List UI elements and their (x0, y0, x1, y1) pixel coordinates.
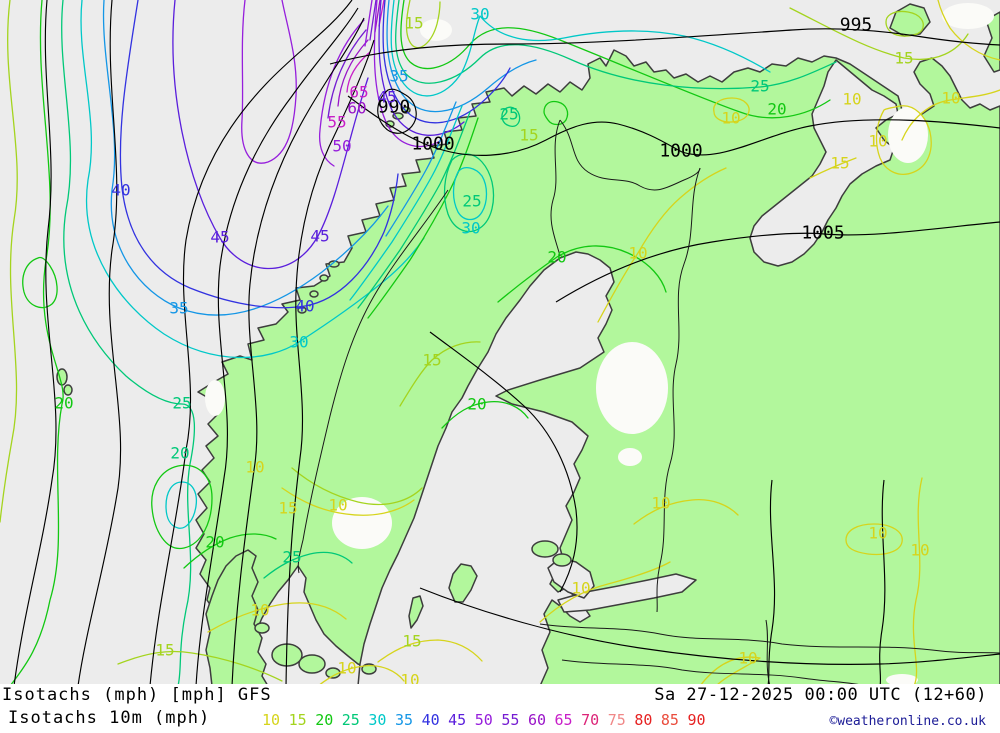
contour-label-35: 35 (169, 299, 188, 318)
map-timestamp: Sa 27-12-2025 00:00 UTC (12+60) (654, 685, 987, 705)
contour-label-10: 10 (250, 601, 269, 620)
map-subtitle: Isotachs 10m (mph) (8, 708, 211, 728)
contour-label-10: 10 (721, 109, 740, 128)
contour-label-10: 10 (941, 89, 960, 108)
contour-label-30: 30 (470, 5, 489, 24)
country-borders (297, 119, 1000, 686)
scale-value-85: 85 (660, 711, 679, 729)
contour-label-20: 20 (467, 395, 486, 414)
map-title: Isotachs (mph) [mph] GFS (2, 685, 272, 705)
contour-label-50: 50 (332, 137, 351, 156)
isobars (13, 0, 1000, 686)
scale-value-40: 40 (421, 711, 440, 729)
contour-label-10: 10 (842, 90, 861, 109)
scale-value-35: 35 (394, 711, 414, 729)
contour-label-30: 30 (461, 219, 480, 238)
contour-label-65: 65 (349, 83, 368, 102)
copyright-text: ©weatheronline.co.uk (829, 714, 986, 729)
contour-label-20: 20 (170, 444, 189, 463)
contour-label-20: 20 (547, 248, 566, 267)
contour-label-30: 30 (289, 333, 308, 352)
isotach-contours (0, 0, 1000, 686)
contour-label-10: 10 (738, 649, 757, 668)
scale-value-15: 15 (288, 711, 307, 729)
contour-label-15: 15 (278, 499, 297, 518)
contour-label-10: 10 (868, 524, 887, 543)
gulf-of-finland (557, 573, 697, 613)
contour-label-10: 10 (328, 496, 347, 515)
scale-value-65: 65 (554, 711, 573, 729)
contour-label-40: 40 (295, 297, 314, 316)
legend-bar: Isotachs (mph) [mph] GFS Sa 27-12-2025 0… (0, 684, 1000, 733)
scale-value-55: 55 (501, 711, 520, 729)
scale-value-10: 10 (262, 711, 281, 729)
contour-label-25: 25 (750, 77, 769, 96)
scale-value-90: 90 (687, 711, 706, 729)
contour-label-20: 20 (54, 394, 73, 413)
contour-label-60: 60 (347, 99, 366, 118)
contour-label-20: 20 (767, 100, 786, 119)
gulf-of-bothnia-baltic (357, 251, 697, 686)
contour-label-10: 10 (651, 494, 670, 513)
contour-label-15: 15 (519, 126, 538, 145)
contour-label-15: 15 (402, 632, 421, 651)
contour-label-10: 10 (628, 244, 647, 263)
scale-value-80: 80 (634, 711, 653, 729)
contour-label-25: 25 (499, 105, 518, 124)
contour-label-1005: 1005 (801, 223, 844, 244)
scale-value-75: 75 (607, 711, 626, 729)
contour-label-10: 10 (245, 458, 264, 477)
contour-label-10: 10 (910, 541, 929, 560)
scale-value-60: 60 (527, 711, 546, 729)
contour-label-45: 45 (377, 88, 396, 107)
contour-label-20: 20 (205, 533, 224, 552)
scale-value-25: 25 (341, 711, 360, 729)
contour-label-15: 15 (155, 641, 174, 660)
scale-value-20: 20 (315, 711, 334, 729)
contour-label-25: 25 (172, 394, 191, 413)
white-sea (749, 59, 899, 267)
scale-value-50: 50 (474, 711, 493, 729)
contour-label-990: 990 (378, 97, 411, 118)
contour-label-45: 45 (210, 228, 229, 247)
contour-label-10: 10 (868, 132, 887, 151)
contour-label-995: 995 (840, 15, 873, 36)
contour-label-15: 15 (404, 14, 423, 33)
calm-wind-patches (205, 3, 994, 686)
contour-label-45: 45 (310, 227, 329, 246)
baltic-islands (361, 540, 572, 675)
contour-label-25: 25 (462, 192, 481, 211)
contour-label-1000: 1000 (411, 134, 454, 155)
weather-map: 995 990 1000 1000 1005 65 60 55 50 45 45 45 40 40 35 35… (0, 0, 1000, 686)
contour-label-35: 35 (389, 67, 408, 86)
wind-speed-scale: 10 15 20 25 30 35 40 45 50 55 60 65 70 75 80 85 90 (262, 711, 714, 729)
contour-label-10: 10 (400, 671, 419, 687)
contour-label-40: 40 (111, 181, 130, 200)
contour-label-10: 10 (337, 659, 356, 678)
contour-label-1000: 1000 (659, 141, 702, 162)
contour-label-10: 10 (571, 579, 590, 598)
contour-label-25: 25 (282, 548, 301, 567)
shetland-islands (56, 368, 73, 396)
scale-value-70: 70 (581, 711, 600, 729)
contour-label-55: 55 (327, 113, 346, 132)
contour-label-15: 15 (830, 154, 849, 173)
scale-value-45: 45 (448, 711, 467, 729)
contour-label-15: 15 (422, 351, 441, 370)
contour-label-15: 15 (894, 49, 913, 68)
scale-value-30: 30 (368, 711, 387, 729)
